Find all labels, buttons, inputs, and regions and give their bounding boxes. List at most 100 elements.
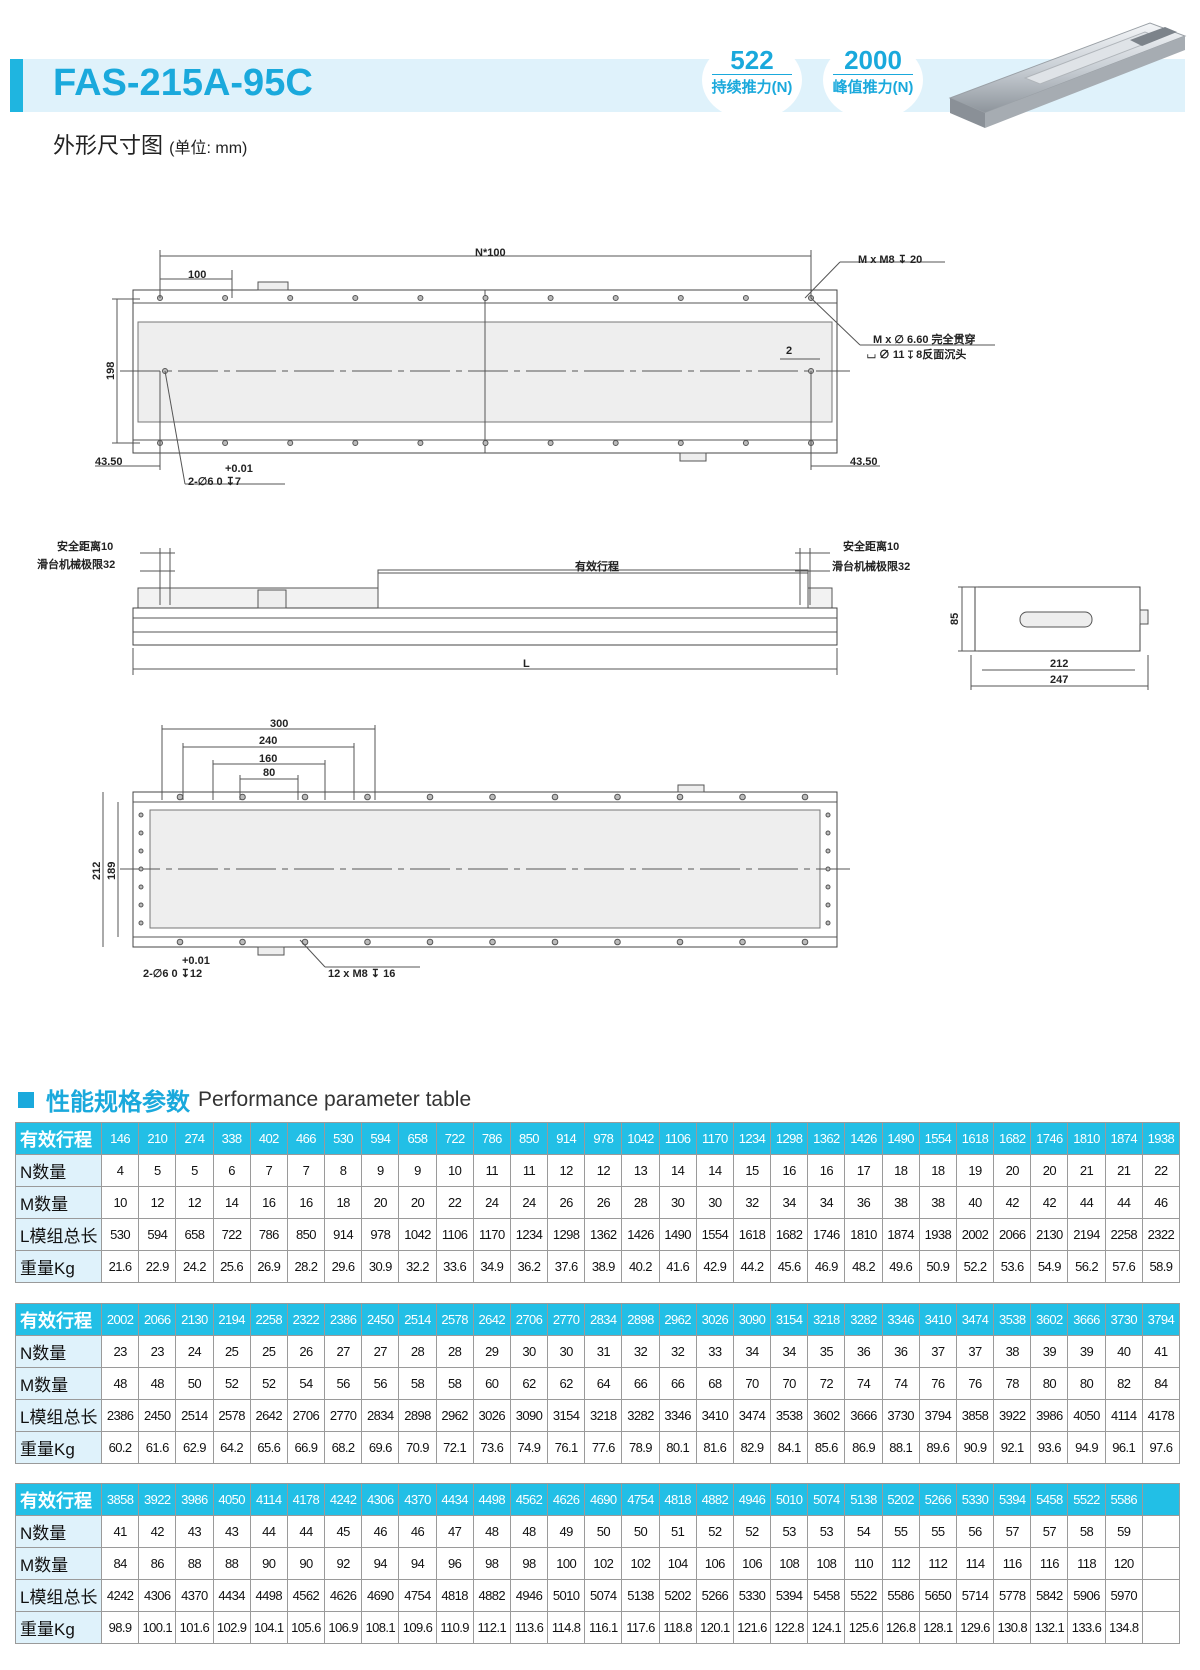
mounting-hole-icon — [489, 938, 496, 946]
table-cell: 15 — [732, 1154, 772, 1187]
mounting-hole-icon — [138, 812, 144, 818]
table-cell: 68 — [695, 1367, 734, 1400]
table-cell: 48 — [100, 1367, 140, 1400]
table-cell: 52 — [695, 1515, 734, 1548]
table-cell: 22 — [1141, 1154, 1181, 1187]
table-cell: 14 — [212, 1186, 251, 1219]
table-cell: 46 — [398, 1515, 437, 1548]
table-cell: 94.9 — [1067, 1431, 1106, 1464]
table-cell: 10 — [100, 1186, 140, 1219]
table-cell: 32 — [621, 1335, 660, 1368]
section-heading: 性能规格参数 Performance parameter table — [18, 1082, 471, 1117]
table-cell: 48 — [509, 1515, 549, 1548]
table-cell: 90 — [249, 1547, 288, 1580]
table-cell: 5074 — [807, 1483, 846, 1516]
table-cell: 40.2 — [621, 1250, 660, 1283]
table-cell: 4 — [100, 1154, 140, 1187]
table-cell: 122.8 — [770, 1611, 809, 1644]
dim-212: 212 — [91, 862, 103, 880]
table-cell: 4306 — [138, 1579, 177, 1612]
table-cell: 42 — [138, 1515, 177, 1548]
table-cell: 58.9 — [1141, 1250, 1181, 1283]
table-cell: 3218 — [807, 1303, 846, 1336]
mounting-hole-icon — [825, 848, 831, 854]
row-label: L模组总长 — [15, 1579, 102, 1612]
table-cell: 53.6 — [993, 1250, 1032, 1283]
m-counterbore-callout: ⌴ ∅ 11 ↧ 8反面沉头 — [867, 347, 966, 361]
table-cell: 3730 — [1104, 1303, 1143, 1336]
table-cell: 3858 — [100, 1483, 140, 1516]
table-cell: 3794 — [918, 1399, 957, 1432]
table-cell: 3474 — [732, 1399, 772, 1432]
table-cell: 1810 — [844, 1218, 883, 1251]
table-cell: 2450 — [361, 1303, 400, 1336]
table-cell: 2322 — [286, 1303, 326, 1336]
table-cell: 54 — [286, 1367, 326, 1400]
table-cell: 26 — [584, 1186, 623, 1219]
mounting-hole-icon — [742, 295, 749, 301]
table-cell: 25 — [249, 1335, 288, 1368]
row-label: 有效行程 — [15, 1483, 102, 1516]
table-cell: 80 — [1067, 1367, 1106, 1400]
table-cell: 120 — [1104, 1547, 1143, 1580]
table-cell: 109.6 — [398, 1611, 437, 1644]
end-outer-width: 247 — [1050, 674, 1068, 686]
table-cell: 82.9 — [732, 1431, 772, 1464]
section-title-en: Performance parameter table — [198, 1087, 472, 1111]
table-cell: 54 — [844, 1515, 883, 1548]
mounting-hole-icon — [739, 938, 746, 946]
table-cell: 42.9 — [695, 1250, 734, 1283]
peak-force-badge: 2000 峰值推力(N) — [823, 40, 923, 120]
table-cell: 210 — [138, 1122, 177, 1155]
table-cell: 54.9 — [1030, 1250, 1069, 1283]
mech-limit-right: 滑台机械极限32 — [832, 559, 910, 573]
table-cell: 62.9 — [175, 1431, 214, 1464]
table-cell: 30 — [547, 1335, 586, 1368]
table-cell: 1938 — [918, 1218, 957, 1251]
table-cell: 38 — [881, 1186, 920, 1219]
table-row: N数量 23 23 24 25 25 26 27 27 28 28 29 30 30 31 32 32 33 34 3… — [15, 1335, 1181, 1368]
table-cell: 3026 — [695, 1303, 734, 1336]
table-cell: 1490 — [658, 1218, 697, 1251]
mounting-hole-icon — [614, 938, 621, 946]
dim-left-edge: 43.50 — [95, 456, 123, 468]
mounting-hole-icon — [138, 830, 144, 836]
mounting-hole-icon — [138, 848, 144, 854]
drawing-subtitle: 外形尺寸图 (单位: mm) — [53, 128, 247, 160]
table-cell: 56 — [361, 1367, 400, 1400]
table-cell: 3538 — [770, 1399, 809, 1432]
row-label: N数量 — [15, 1335, 102, 1368]
table-cell: 78.9 — [621, 1431, 660, 1464]
table-cell: 101.6 — [175, 1611, 214, 1644]
table-cell: 4370 — [398, 1483, 437, 1516]
table-cell: 44.2 — [732, 1250, 772, 1283]
table-cell: 4690 — [361, 1579, 400, 1612]
table-cell: 5906 — [1067, 1579, 1106, 1612]
table-cell: 56 — [955, 1515, 995, 1548]
table-cell: 12 — [138, 1186, 177, 1219]
table-cell: 50.9 — [918, 1250, 957, 1283]
table-cell: 1042 — [398, 1218, 437, 1251]
mounting-hole-icon — [138, 884, 144, 890]
table-cell: 530 — [100, 1218, 140, 1251]
mounting-hole-icon — [825, 884, 831, 890]
mounting-hole-icon — [614, 793, 621, 801]
table-cell: 5074 — [584, 1579, 623, 1612]
table-cell: 1682 — [993, 1122, 1032, 1155]
table-cell: 2834 — [584, 1303, 623, 1336]
table-cell: 5202 — [881, 1483, 920, 1516]
table-cell: 74 — [881, 1367, 920, 1400]
bottom-view: 300 240 160 80 212 189 +0.01 2-∅6 0 ↧12 … — [91, 718, 850, 980]
table-cell: 80 — [1030, 1367, 1069, 1400]
table-cell: 4562 — [509, 1483, 549, 1516]
table-cell: 36.2 — [509, 1250, 549, 1283]
performance-table-2: 有效行程 2002 2066 2130 2194 2258 2322 2386 2450 2514… — [15, 1303, 1181, 1464]
table-cell: 5330 — [732, 1579, 772, 1612]
table-cell: 100.1 — [138, 1611, 177, 1644]
table-cell: 52.2 — [955, 1250, 995, 1283]
mounting-hole-icon — [825, 830, 831, 836]
table-cell: 16 — [249, 1186, 288, 1219]
table-row: M数量 84 86 88 88 90 90 92 94 94 96 98 98 100 102 102 104 1… — [15, 1547, 1181, 1580]
mounting-hole-icon — [138, 866, 144, 872]
table-cell: 78 — [993, 1367, 1032, 1400]
